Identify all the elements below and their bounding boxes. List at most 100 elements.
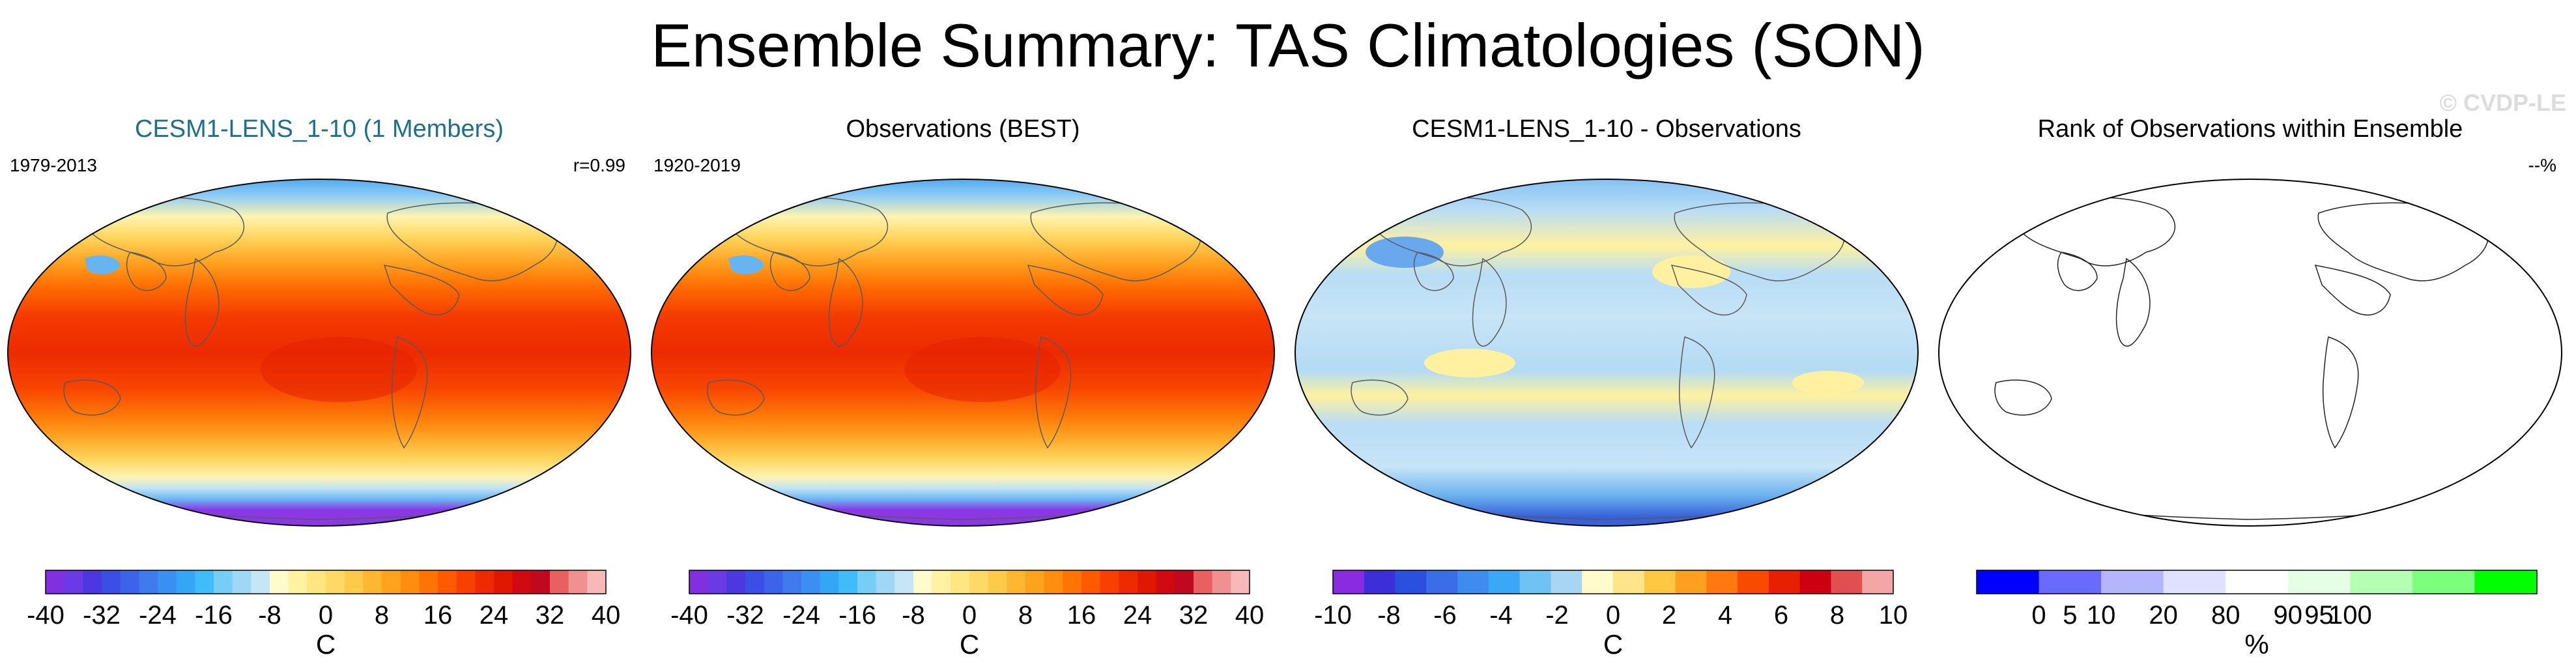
colorbar-swatch: [326, 570, 345, 594]
figure-title: Ensemble Summary: TAS Climatologies (SON…: [651, 11, 1925, 80]
colorbar-frame: [1976, 570, 2538, 594]
colorbar-swatch: [176, 570, 195, 594]
colorbar-tick-label: -8: [1377, 601, 1401, 630]
colorbar-swatch: [1212, 570, 1231, 594]
panel-model-climatology: CESM1-LENS_1-10 (1 Members) 1979-2013 r=…: [0, 114, 638, 665]
panel-title: Observations (BEST): [846, 115, 1080, 143]
colorbar-swatch: [400, 570, 420, 594]
colorbar-swatch: [1519, 570, 1551, 594]
colorbar-swatch: [2412, 570, 2475, 594]
colorbar-swatch: [1044, 570, 1063, 594]
colorbar-swatch: [969, 570, 989, 594]
colorbar-swatch: [288, 570, 308, 594]
colorbar-tick-label: -24: [139, 601, 177, 630]
colorbar-tick-label: -40: [670, 601, 708, 630]
colorbar-swatch: [1175, 570, 1194, 594]
colorbar-swatch: [857, 570, 877, 594]
colorbar-swatch: [382, 570, 401, 594]
colorbar-swatch: [494, 570, 513, 594]
colorbar-swatch: [876, 570, 895, 594]
colorbar-tick-label: 2: [1662, 601, 1676, 630]
colorbar-tick-label: 16: [423, 601, 453, 630]
colorbar-swatch: [2474, 570, 2538, 594]
colorbar-swatch: [2101, 570, 2164, 594]
colorbar-frame: [45, 570, 607, 594]
colorbar-swatch: [1119, 570, 1138, 594]
colorbar-tick-label: 24: [1123, 601, 1152, 630]
colorbar-swatch: [1025, 570, 1045, 594]
colorbar-swatch: [1426, 570, 1458, 594]
panel-title: CESM1-LENS_1-10 (1 Members): [135, 115, 504, 143]
colorbar-swatch: [1738, 570, 1769, 594]
colorbar-swatch: [782, 570, 802, 594]
colorbar-swatch: [139, 570, 158, 594]
colorbar-swatch: [1582, 570, 1614, 594]
colorbar-tick-label: -6: [1433, 601, 1457, 630]
panel-title: CESM1-LENS_1-10 - Observations: [1412, 115, 1801, 143]
colorbar-swatch: [251, 570, 270, 594]
colorbar-swatch: [363, 570, 382, 594]
colorbar-tick-label: -4: [1489, 601, 1513, 630]
colorbar-swatch: [801, 570, 821, 594]
colorbar-unit-label: C: [1603, 629, 1623, 660]
panel-difference: CESM1-LENS_1-10 - Observations -10 -8 -6 -4…: [1287, 114, 1926, 665]
colorbar-tick-label: -8: [258, 601, 281, 630]
colorbar-unit-label: %: [2244, 629, 2268, 660]
colorbar-tick-label: 6: [1774, 601, 1788, 630]
colorbar-swatch: [1063, 570, 1082, 594]
colorbar-swatch: [689, 570, 709, 594]
colorbar-tick-label: 80: [2211, 601, 2240, 630]
colorbar-swatch: [951, 570, 970, 594]
colorbar-swatch: [726, 570, 746, 594]
colorbar-tick-label: -24: [782, 601, 820, 630]
colorbar-tick-label: 32: [1179, 601, 1209, 630]
colorbar-swatch: [708, 570, 727, 594]
colorbar-swatch: [1488, 570, 1521, 594]
colorbar-swatch: [2225, 570, 2289, 594]
colorbar-swatch: [1194, 570, 1213, 594]
colorbar-swatch: [456, 570, 476, 594]
colorbar-tick-label: -2: [1545, 601, 1569, 630]
colorbar-swatch: [1081, 570, 1101, 594]
colorbar-tick-label: 5: [2063, 601, 2077, 630]
colorbar-tick-label: 40: [592, 601, 621, 630]
colorbar: 0 5 10 20 80 90 95 100%: [1931, 570, 2569, 662]
colorbar-tick-label: -40: [27, 601, 64, 630]
colorbar-tick-label: 95: [2304, 601, 2334, 630]
panel-period-label: 1979-2013: [10, 155, 97, 175]
colorbar-tick-label: 8: [375, 601, 389, 630]
panel-period-label: 1920-2019: [653, 155, 741, 175]
colorbar-swatch: [1333, 570, 1365, 594]
colorbar-swatch: [550, 570, 569, 594]
colorbar-tick-label: 90: [2274, 601, 2303, 630]
colorbar-tick-label: 0: [2031, 601, 2046, 630]
colorbar-tick-label: 8: [1830, 601, 1844, 630]
colorbar-tick-label: -8: [902, 601, 925, 630]
colorbar-swatch: [913, 570, 933, 594]
colorbar-swatch: [568, 570, 588, 594]
colorbar-swatch: [232, 570, 251, 594]
colorbar-swatch: [1551, 570, 1582, 594]
colorbar: -10 -8 -6 -4 -2 0 2 4 6 8 10 C: [1287, 570, 1926, 662]
colorbar-swatch: [1613, 570, 1645, 594]
colorbar-swatch: [1156, 570, 1175, 594]
colorbar-swatch: [512, 570, 532, 594]
colorbar-swatch: [1831, 570, 1863, 594]
colorbar-swatch: [475, 570, 494, 594]
colorbar-swatch: [1862, 570, 1894, 594]
watermark: © CVDP-LE: [2439, 89, 2566, 116]
panel-rank-label: --%: [2528, 155, 2556, 175]
colorbar-swatch: [2350, 570, 2413, 594]
colorbar-swatch: [745, 570, 765, 594]
colorbar-swatch: [158, 570, 177, 594]
colorbar-tick-label: -16: [195, 601, 233, 630]
colorbar-swatch: [307, 570, 326, 594]
colorbar-swatch: [1231, 570, 1250, 594]
colorbar-swatch: [932, 570, 951, 594]
colorbar-frame: [1332, 570, 1894, 594]
colorbar-tick-label: -10: [1314, 601, 1352, 630]
colorbar-swatch: [587, 570, 607, 594]
colorbar-swatch: [195, 570, 214, 594]
colorbar-swatch: [838, 570, 858, 594]
colorbar-swatch: [1138, 570, 1157, 594]
